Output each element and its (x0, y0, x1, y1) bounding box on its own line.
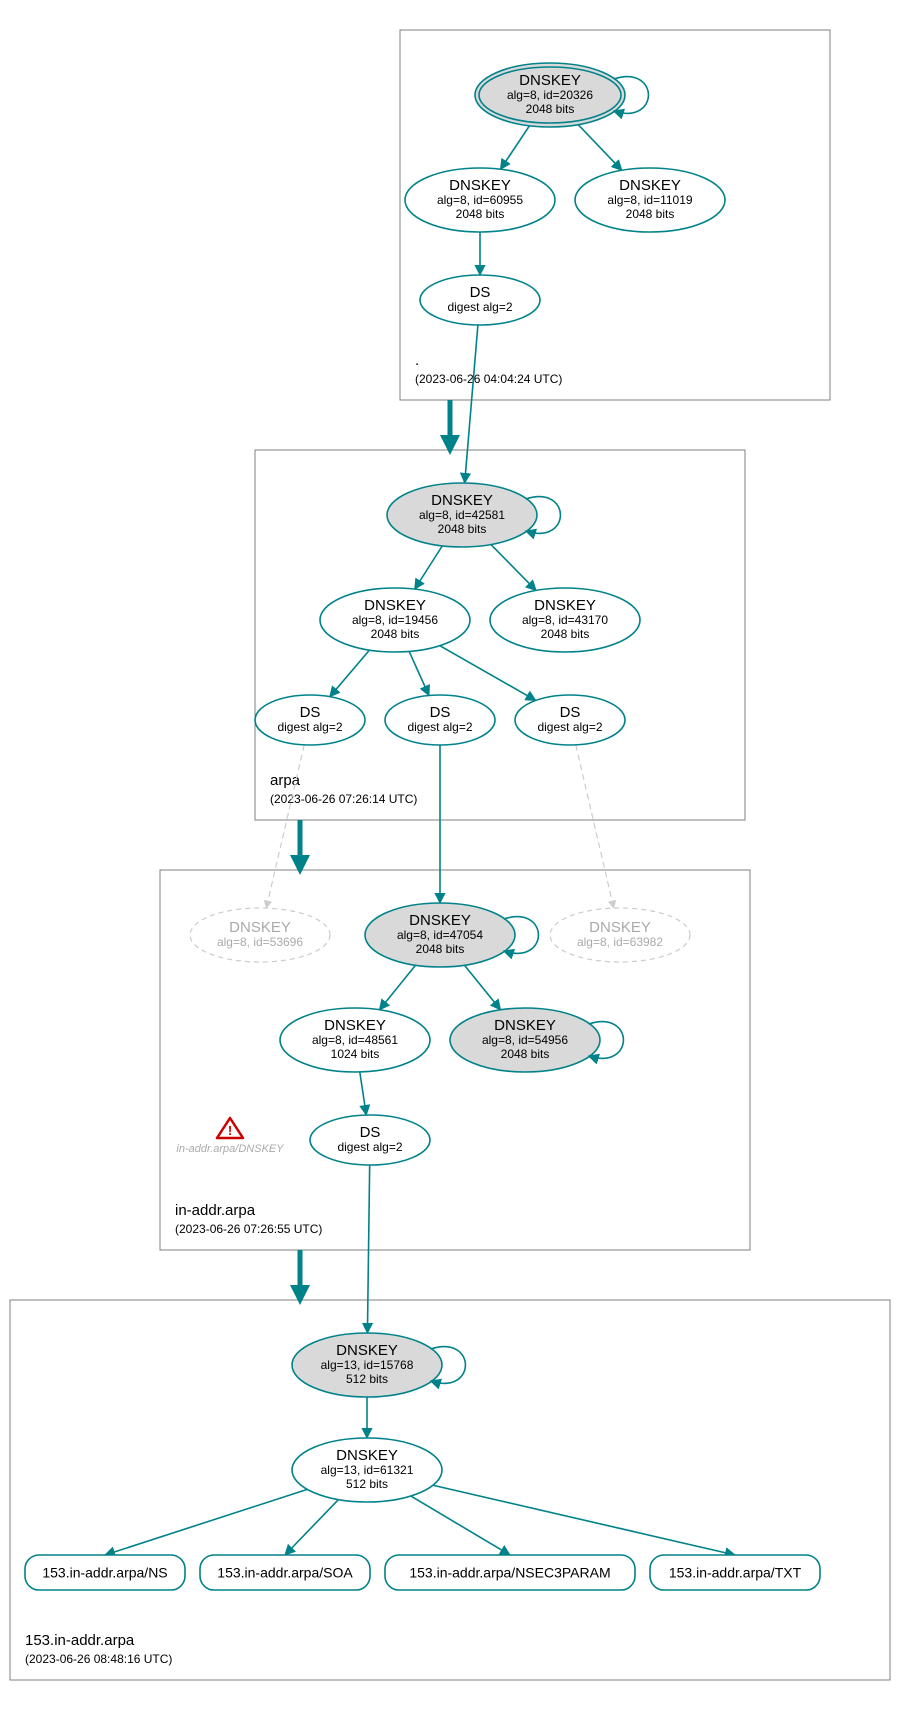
edge (330, 650, 370, 697)
node-sub: digest alg=2 (537, 720, 602, 734)
node-title: DNSKEY (589, 919, 651, 936)
record-label: 153.in-addr.arpa/NS (42, 1565, 167, 1581)
node-title: DNSKEY (336, 1342, 398, 1359)
edge (465, 325, 478, 483)
node-sub: 2048 bits (456, 207, 505, 221)
zone-label: . (415, 352, 419, 369)
edge (464, 965, 500, 1010)
edge (415, 546, 443, 589)
node-title: DNSKEY (619, 177, 681, 194)
node-sub: digest alg=2 (447, 300, 512, 314)
node-title: DS (560, 704, 581, 721)
node-sub: 2048 bits (416, 942, 465, 956)
node-sub: 1024 bits (331, 1047, 380, 1061)
node-title: DNSKEY (229, 919, 291, 936)
node-sub: 512 bits (346, 1372, 388, 1386)
warning-bang: ! (228, 1123, 232, 1138)
node-title: DNSKEY (409, 912, 471, 929)
node-sub: digest alg=2 (407, 720, 472, 734)
node-title: DNSKEY (494, 1017, 556, 1034)
node-sub: alg=8, id=42581 (419, 508, 505, 522)
node-title: DS (360, 1124, 381, 1141)
node-sub: alg=8, id=11019 (607, 193, 693, 207)
node-sub: alg=13, id=61321 (321, 1463, 414, 1477)
zone-label: 153.in-addr.arpa (25, 1632, 135, 1649)
node-title: DNSKEY (336, 1447, 398, 1464)
edge (409, 651, 429, 695)
edge (367, 1165, 369, 1333)
record-label: 153.in-addr.arpa/TXT (669, 1565, 802, 1581)
edge (379, 965, 415, 1010)
node-title: DNSKEY (534, 597, 596, 614)
record-label: 153.in-addr.arpa/NSEC3PARAM (409, 1565, 610, 1581)
node-title: DNSKEY (431, 492, 493, 509)
warning-label: in-addr.arpa/DNSKEY (176, 1143, 284, 1155)
node-sub: 512 bits (346, 1477, 388, 1491)
zone-timestamp: (2023-06-26 04:04:24 UTC) (415, 372, 562, 386)
edge (433, 1485, 735, 1555)
node-sub: alg=8, id=48561 (312, 1033, 398, 1047)
node-sub: alg=13, id=15768 (321, 1358, 414, 1372)
node-sub: 2048 bits (626, 207, 675, 221)
node-title: DNSKEY (519, 72, 581, 89)
edge (440, 646, 536, 701)
zone-timestamp: (2023-06-26 07:26:55 UTC) (175, 1222, 322, 1236)
zone-timestamp: (2023-06-26 08:48:16 UTC) (25, 1652, 172, 1666)
node-sub: alg=8, id=19456 (352, 613, 438, 627)
node-sub: 2048 bits (438, 522, 487, 536)
node-sub: alg=8, id=63982 (577, 935, 663, 949)
node-sub: 2048 bits (501, 1047, 550, 1061)
edge (491, 545, 536, 591)
record-label: 153.in-addr.arpa/SOA (217, 1565, 353, 1581)
diagram-svg: . (2023-06-26 04:04:24 UTC) arpa (2023-06-2… (0, 0, 903, 1726)
node-title: DNSKEY (449, 177, 511, 194)
node-sub: digest alg=2 (277, 720, 342, 734)
node-sub: 2048 bits (371, 627, 420, 641)
node-sub: 2048 bits (541, 627, 590, 641)
node-title: DS (430, 704, 451, 721)
edge (360, 1072, 366, 1115)
edge (576, 745, 614, 908)
zone-label: arpa (270, 772, 301, 789)
edge (285, 1500, 338, 1555)
edge (578, 125, 622, 171)
node-title: DS (470, 284, 491, 301)
edge (105, 1489, 307, 1555)
node-sub: alg=8, id=54956 (482, 1033, 568, 1047)
node-sub: alg=8, id=53696 (217, 935, 303, 949)
node-title: DS (300, 704, 321, 721)
node-sub: alg=8, id=20326 (507, 88, 593, 102)
zone-box-153 (10, 1300, 890, 1680)
edge (501, 126, 530, 169)
node-title: DNSKEY (364, 597, 426, 614)
node-sub: alg=8, id=60955 (437, 193, 523, 207)
node-sub: alg=8, id=47054 (397, 928, 483, 942)
zone-label: in-addr.arpa (175, 1202, 256, 1219)
node-sub: 2048 bits (526, 102, 575, 116)
edge (411, 1496, 510, 1555)
node-sub: digest alg=2 (337, 1140, 402, 1154)
node-sub: alg=8, id=43170 (522, 613, 608, 627)
node-title: DNSKEY (324, 1017, 386, 1034)
